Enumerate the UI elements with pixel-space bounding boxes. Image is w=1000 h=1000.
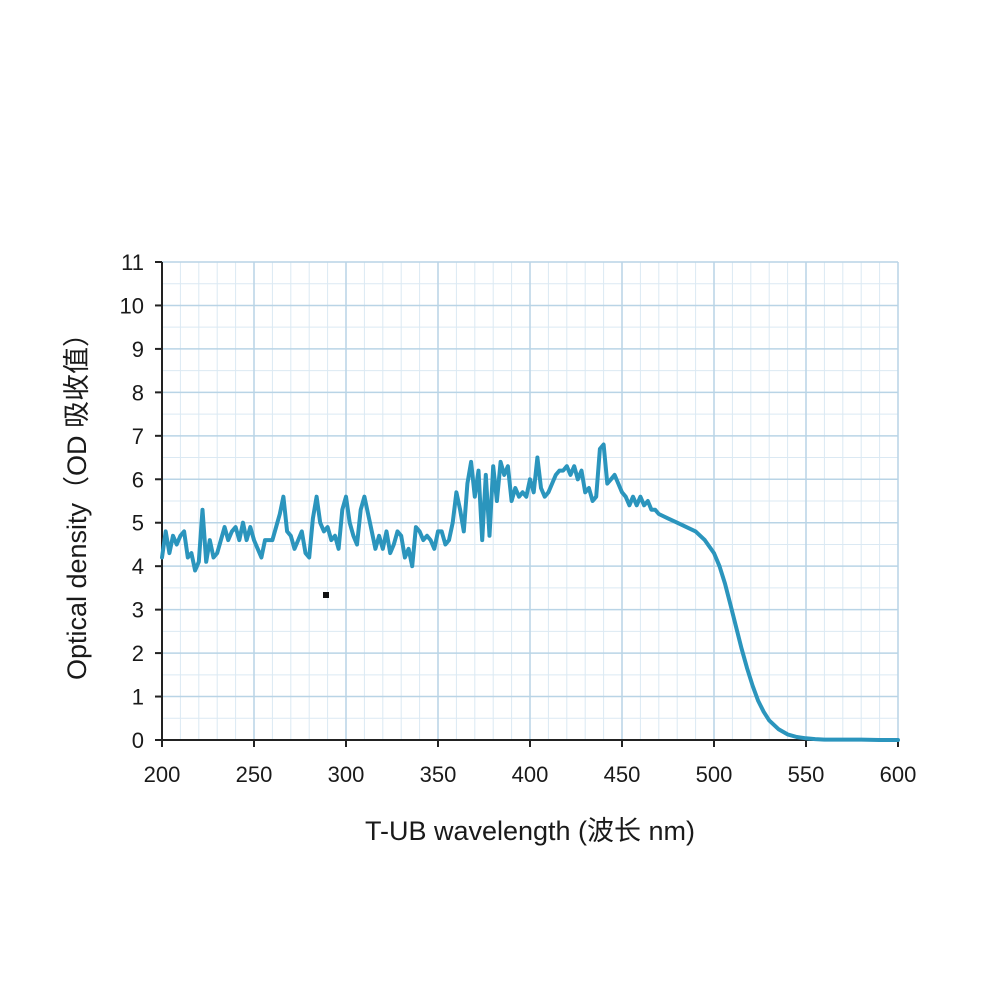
x-axis-title: T-UB wavelength (波长 nm) [365, 816, 695, 846]
y-tick-label: 9 [132, 337, 144, 362]
x-tick-label: 400 [512, 762, 549, 787]
y-axis-ticks: 0 1 2 3 4 5 6 7 8 9 10 11 [120, 250, 162, 753]
x-tick-label: 600 [880, 762, 917, 787]
x-tick-label: 250 [236, 762, 273, 787]
y-tick-label: 1 [132, 685, 144, 710]
x-tick-label: 500 [696, 762, 733, 787]
y-tick-label: 2 [132, 641, 144, 666]
stray-marker [323, 592, 329, 598]
y-tick-label: 4 [132, 554, 144, 579]
x-tick-label: 350 [420, 762, 457, 787]
y-tick-label: 6 [132, 467, 144, 492]
major-gridlines [161, 261, 899, 741]
x-tick-label: 200 [144, 762, 181, 787]
y-tick-label: 0 [132, 728, 144, 753]
y-tick-label: 5 [132, 511, 144, 536]
y-tick-label: 10 [120, 293, 144, 318]
x-tick-label: 450 [604, 762, 641, 787]
od-series-line [160, 442, 900, 742]
x-axis-ticks: 200 250 300 350 400 450 500 550 600 [144, 740, 917, 787]
x-tick-label: 550 [788, 762, 825, 787]
y-tick-label: 3 [132, 598, 144, 623]
y-axis-title: Optical density（OD 吸收值） [62, 320, 92, 680]
y-tick-label: 11 [121, 250, 144, 275]
x-tick-label: 300 [328, 762, 365, 787]
y-tick-label: 7 [132, 424, 144, 449]
y-tick-label: 8 [132, 380, 144, 405]
